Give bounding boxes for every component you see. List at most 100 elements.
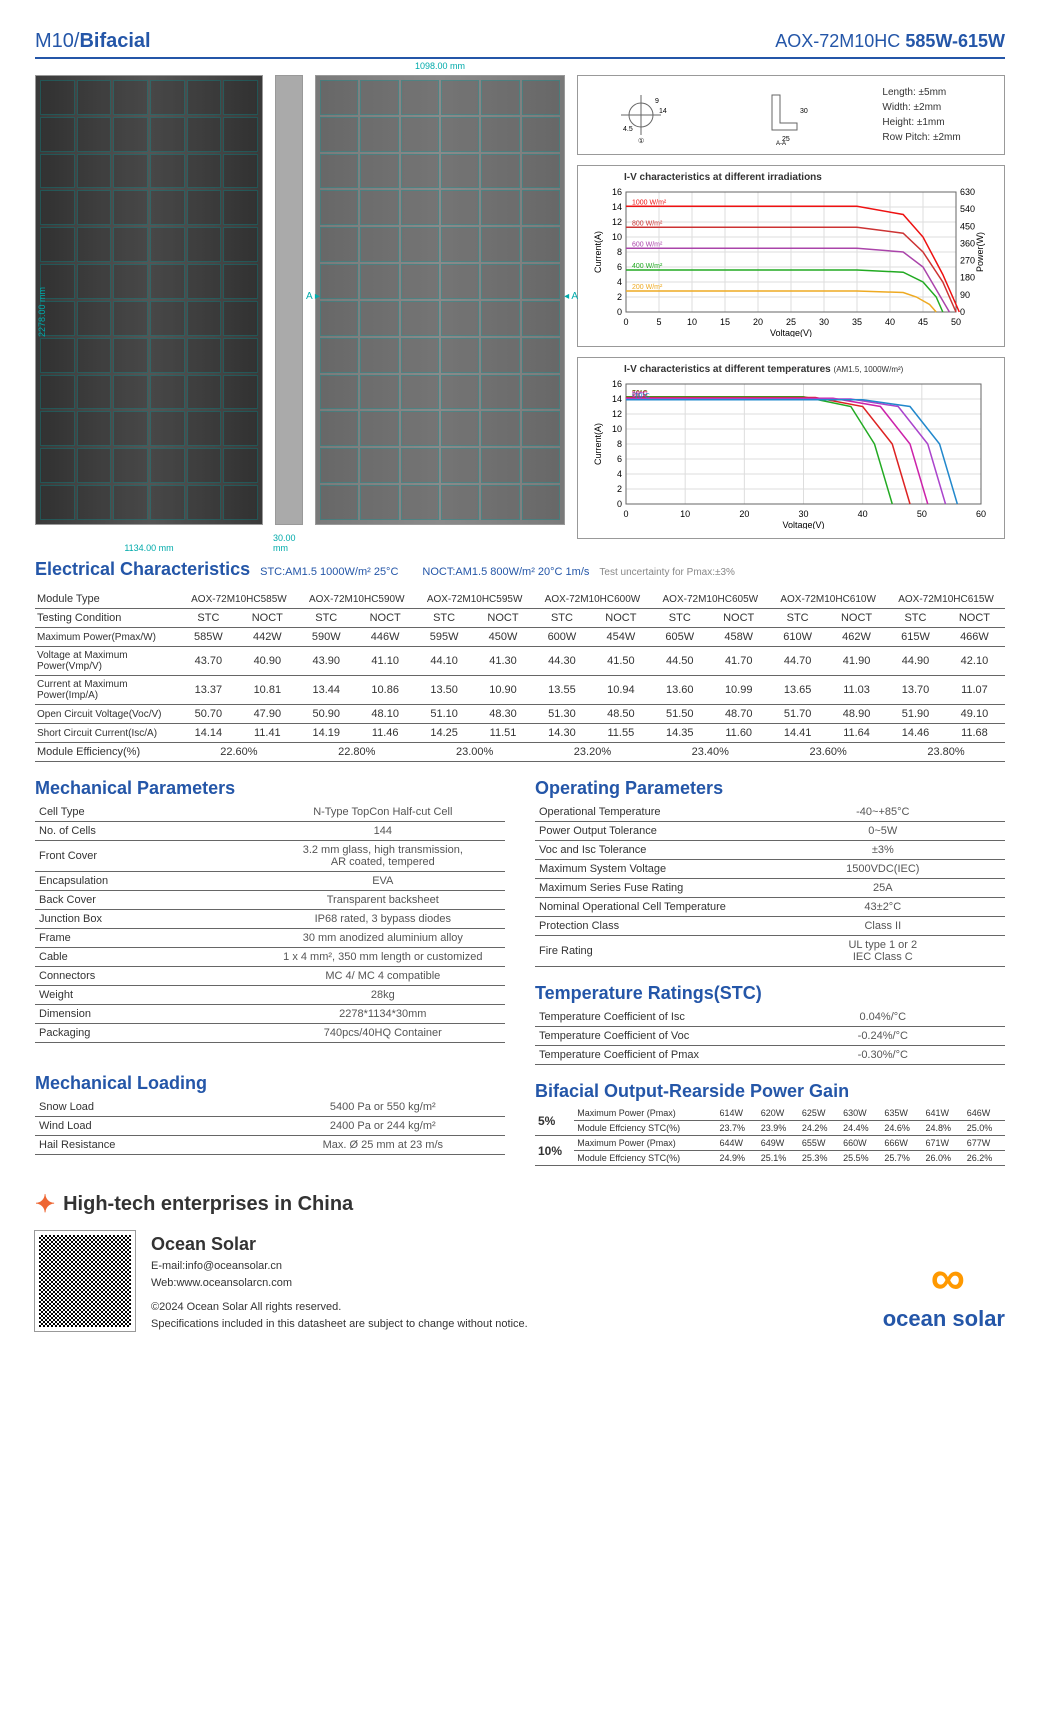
mechanical-table: Cell TypeN-Type TopCon Half-cut CellNo. …: [35, 803, 505, 1043]
svg-text:2: 2: [617, 292, 622, 302]
header-product: AOX-72M10HC 585W-615W: [775, 31, 1005, 52]
svg-text:16: 16: [612, 379, 622, 389]
svg-text:0: 0: [617, 499, 622, 509]
svg-text:Current(A): Current(A): [593, 423, 603, 465]
svg-text:Voltage(V): Voltage(V): [782, 520, 824, 529]
iv-irradiance-chart: I-V characteristics at different irradia…: [577, 165, 1005, 347]
bifacial-title: Bifacial Output-Rearside Power Gain: [535, 1081, 1005, 1102]
svg-text:6: 6: [617, 262, 622, 272]
dim-side: 30.00 mm: [273, 533, 303, 553]
svg-text:45: 45: [918, 317, 928, 327]
svg-text:20: 20: [739, 509, 749, 519]
svg-text:9: 9: [655, 98, 659, 105]
dim-height: 2278.00 mm: [37, 287, 47, 337]
svg-text:-10°C: -10°C: [632, 392, 650, 400]
dimension-tolerances: 14 4.5 9 ① 3025A-A Length: ±5mm Width: ±2mm…: [577, 75, 1005, 155]
svg-text:Power(W): Power(W): [975, 232, 985, 272]
electrical-header: Electrical Characteristics STC:AM1.5 100…: [35, 559, 1005, 584]
svg-text:4.5: 4.5: [623, 126, 633, 133]
svg-text:800 W/m²: 800 W/m²: [632, 220, 663, 227]
svg-text:0: 0: [960, 307, 965, 317]
footer: ✦ High-tech enterprises in China Ocean So…: [35, 1190, 1005, 1332]
svg-text:50: 50: [917, 509, 927, 519]
panel-side-view: [275, 75, 303, 525]
temp-table: Temperature Coefficient of Isc0.04%/°CTe…: [535, 1008, 1005, 1065]
chart1-svg: 0510152025303540455002468101214160901802…: [584, 187, 998, 337]
svg-text:30: 30: [800, 108, 808, 115]
svg-text:A-A: A-A: [776, 141, 786, 145]
svg-text:360: 360: [960, 238, 975, 248]
svg-text:450: 450: [960, 221, 975, 231]
bifacial-table: 5%Maximum Power (Pmax)614W620W625W630W63…: [535, 1106, 1005, 1166]
tol-height: Height: ±1mm: [882, 115, 960, 130]
loading-title: Mechanical Loading: [35, 1073, 505, 1094]
svg-text:5: 5: [656, 317, 661, 327]
qr-code: [35, 1231, 135, 1331]
logo-icon: ∞: [883, 1251, 1005, 1306]
svg-text:1000 W/m²: 1000 W/m²: [632, 199, 667, 206]
svg-text:30: 30: [798, 509, 808, 519]
svg-text:90: 90: [960, 290, 970, 300]
svg-text:630: 630: [960, 187, 975, 197]
svg-text:Voltage(V): Voltage(V): [770, 328, 812, 337]
dim-width-back: 1098.00 mm: [415, 61, 465, 71]
svg-text:40: 40: [885, 317, 895, 327]
svg-text:①: ①: [638, 137, 644, 145]
svg-text:8: 8: [617, 439, 622, 449]
top-diagrams: 1134.00 mm 2278.00 mm 30.00 mm A ▸ ◂ A 1…: [35, 75, 1005, 539]
company-info: Ocean Solar E-mail:info@oceansolar.cn We…: [151, 1231, 528, 1332]
svg-text:12: 12: [612, 409, 622, 419]
svg-text:4: 4: [617, 277, 622, 287]
svg-text:40: 40: [858, 509, 868, 519]
svg-text:600 W/m²: 600 W/m²: [632, 241, 663, 248]
chart2-svg: 0102030405060024681012141670°C50°C25°C0°…: [584, 379, 998, 529]
svg-text:2: 2: [617, 484, 622, 494]
temp-title: Temperature Ratings(STC): [535, 983, 1005, 1004]
brand-logo: ∞ ocean solar: [883, 1251, 1005, 1332]
operating-table: Operational Temperature-40~+85°CPower Ou…: [535, 803, 1005, 967]
tagline-text: High-tech enterprises in China: [63, 1193, 353, 1216]
svg-text:6: 6: [617, 454, 622, 464]
svg-text:200 W/m²: 200 W/m²: [632, 284, 663, 291]
svg-text:0: 0: [623, 509, 628, 519]
svg-text:Current(A): Current(A): [593, 231, 603, 273]
page-header: M10/Bifacial AOX-72M10HC 585W-615W: [35, 30, 1005, 59]
svg-text:14: 14: [612, 394, 622, 404]
svg-text:540: 540: [960, 204, 975, 214]
iv-temperature-chart: I-V characteristics at different tempera…: [577, 357, 1005, 539]
mechanical-title: Mechanical Parameters: [35, 778, 505, 799]
svg-text:10: 10: [680, 509, 690, 519]
svg-text:0: 0: [617, 307, 622, 317]
svg-text:60: 60: [976, 509, 986, 519]
svg-text:0: 0: [623, 317, 628, 327]
panel-front-view: [35, 75, 263, 525]
dim-width-front: 1134.00 mm: [124, 543, 173, 553]
svg-text:20: 20: [753, 317, 763, 327]
profile-circle-icon: 14 4.5 9 ①: [621, 85, 681, 145]
tol-width: Width: ±2mm: [882, 100, 960, 115]
tol-length: Length: ±5mm: [882, 85, 960, 100]
svg-text:400 W/m²: 400 W/m²: [632, 263, 663, 270]
flame-icon: ✦: [35, 1190, 55, 1219]
loading-table: Snow Load5400 Pa or 550 kg/m²Wind Load24…: [35, 1098, 505, 1155]
svg-text:15: 15: [720, 317, 730, 327]
svg-text:4: 4: [617, 469, 622, 479]
svg-text:180: 180: [960, 273, 975, 283]
electrical-table: Module TypeAOX-72M10HC585WAOX-72M10HC590…: [35, 590, 1005, 762]
svg-text:25: 25: [786, 317, 796, 327]
operating-title: Operating Parameters: [535, 778, 1005, 799]
svg-text:50: 50: [951, 317, 961, 327]
panel-back-view: A ▸ ◂ A: [315, 75, 565, 525]
svg-text:10: 10: [612, 424, 622, 434]
svg-text:12: 12: [612, 217, 622, 227]
svg-text:14: 14: [612, 202, 622, 212]
svg-text:14: 14: [659, 108, 667, 115]
svg-text:8: 8: [617, 247, 622, 257]
header-model: M10/Bifacial: [35, 30, 151, 53]
profile-frame-icon: 3025A-A: [752, 85, 812, 145]
svg-text:30: 30: [819, 317, 829, 327]
svg-text:270: 270: [960, 256, 975, 266]
svg-text:10: 10: [612, 232, 622, 242]
svg-text:10: 10: [687, 317, 697, 327]
svg-text:35: 35: [852, 317, 862, 327]
